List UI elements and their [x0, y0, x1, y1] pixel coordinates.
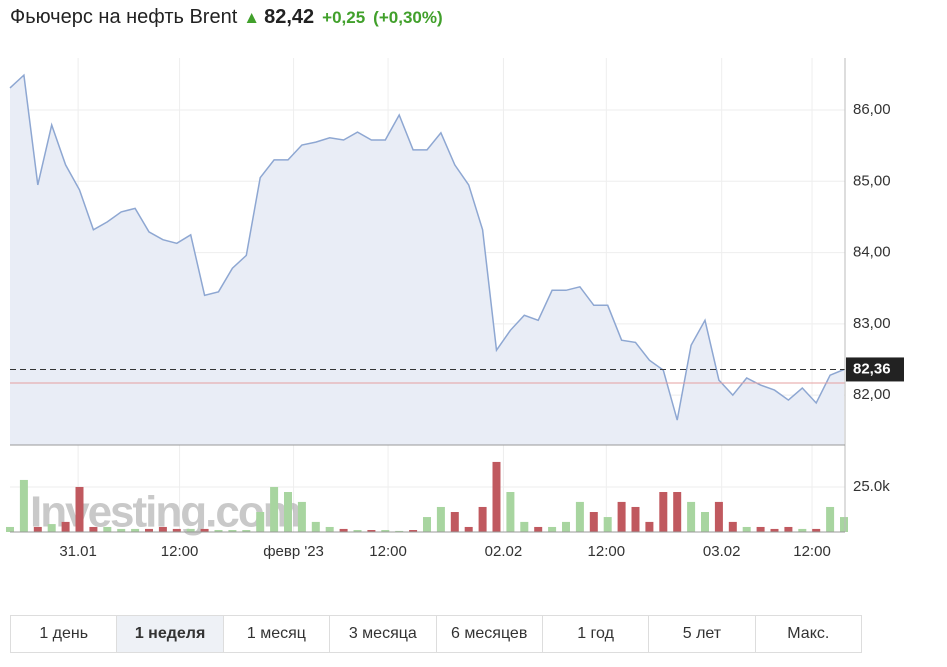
volume-bar	[659, 492, 668, 532]
volume-bar	[423, 517, 431, 532]
range-button[interactable]: 1 год	[543, 616, 650, 652]
volume-bar	[158, 526, 167, 532]
price-line	[9, 73, 845, 421]
y-tick-label: 84,00	[853, 244, 891, 261]
volume-bar	[450, 512, 459, 532]
volume-bar	[19, 479, 28, 532]
volume-bar	[520, 521, 529, 532]
volume-bar	[61, 521, 70, 532]
volume-bar	[492, 461, 501, 532]
y-tick-label: 25.0k	[853, 478, 890, 495]
range-button[interactable]: 5 лет	[649, 616, 756, 652]
volume-bar	[436, 506, 445, 532]
volume-bar	[228, 530, 237, 532]
volume-bar	[395, 530, 404, 532]
volume-bar	[548, 526, 557, 532]
volume-bar	[826, 506, 835, 532]
x-tick-label: 12:00	[369, 543, 407, 560]
x-tick-label: 02.02	[485, 543, 523, 560]
volume-bar	[270, 486, 279, 532]
volume-bar	[770, 528, 779, 532]
up-arrow: ▲	[243, 8, 261, 27]
volume-bar	[478, 506, 487, 532]
volume-bar	[325, 526, 334, 532]
x-tick-label: 12:00	[793, 543, 831, 560]
range-button[interactable]: Макс.	[787, 625, 830, 642]
x-tick-label: 12:00	[588, 543, 626, 560]
volume-bar	[311, 521, 320, 532]
y-tick-label: 85,00	[853, 172, 891, 189]
range-button[interactable]: 1 день	[11, 616, 118, 652]
volume-bar	[117, 528, 126, 532]
volume-bar	[812, 528, 821, 532]
change-percent: (+0,30%)	[373, 8, 443, 27]
volume-bar	[145, 528, 153, 532]
chart: 31.01 12:00 февр '23 12:00 02.02 12:00 03.02 12…	[6, 58, 904, 560]
volume-bar	[6, 526, 14, 532]
volume-bar	[534, 526, 543, 532]
volume-bar	[742, 526, 751, 532]
volume-bar	[617, 501, 626, 532]
volume-bar	[214, 530, 223, 532]
volume-bar	[506, 492, 515, 532]
volume-bar	[131, 528, 140, 532]
volume-bar	[172, 528, 181, 532]
range-button[interactable]: 1 месяц	[224, 616, 331, 652]
range-buttons: 1 день 1 неделя 1 месяц 3 месяца 6 месяцев 1 …	[10, 615, 862, 653]
volume-bar	[784, 526, 793, 532]
change: +0,25	[322, 8, 366, 27]
volume-bar	[381, 530, 390, 532]
y-tick-label: 82,00	[853, 386, 891, 403]
price-area	[10, 75, 844, 445]
volume-bar	[409, 530, 418, 532]
y-tick-label: 83,00	[853, 315, 891, 332]
volume-bar	[631, 506, 640, 532]
volume-bar	[603, 517, 612, 532]
x-tick-label: февр '23	[263, 543, 324, 560]
volume-bar	[589, 512, 598, 532]
volume-bar	[367, 530, 376, 532]
volume-bar	[798, 528, 807, 532]
current-price-label: 82,36	[853, 360, 891, 377]
volume-bar	[562, 521, 570, 532]
volume-bar	[840, 517, 848, 532]
volume-bar	[242, 530, 251, 532]
volume-bar	[673, 492, 682, 532]
volume-bar	[687, 501, 696, 532]
volume-bar	[728, 521, 737, 532]
range-button[interactable]: 6 месяцев	[437, 616, 543, 652]
volume-bar	[200, 528, 209, 532]
volume-bar	[701, 512, 709, 532]
x-tick-label: 12:00	[161, 543, 199, 560]
x-tick-label: 03.02	[703, 543, 741, 560]
volume-bar	[47, 524, 56, 532]
price: 82,42	[264, 6, 315, 28]
volume-bar	[186, 528, 195, 532]
volume-bar	[756, 526, 765, 532]
volume-bar	[353, 530, 362, 532]
range-button[interactable]: 3 месяца	[330, 616, 437, 652]
volume-bar	[89, 526, 98, 532]
volume-bar	[103, 526, 112, 532]
y-tick-label: 86,00	[853, 101, 891, 118]
current-price-box	[846, 357, 904, 382]
volume-bar	[575, 501, 584, 532]
x-tick-label: 31.01	[59, 543, 97, 560]
volume-bar	[284, 492, 292, 532]
volume-bar	[256, 512, 265, 532]
volume-bar	[297, 501, 306, 532]
volume-bar	[645, 521, 654, 532]
header: Фьючерс на нефть Brent ▲ 82,42 +0,25 (+0,30%…	[10, 6, 443, 29]
range-button[interactable]: 1 неделя	[117, 616, 224, 652]
volume-bar	[464, 526, 473, 532]
volume-bar	[714, 501, 723, 532]
instrument-name: Фьючерс на нефть Brent	[10, 6, 238, 28]
volume-bar	[339, 528, 348, 532]
volume-bar	[75, 486, 84, 532]
volume-bar	[33, 526, 42, 532]
